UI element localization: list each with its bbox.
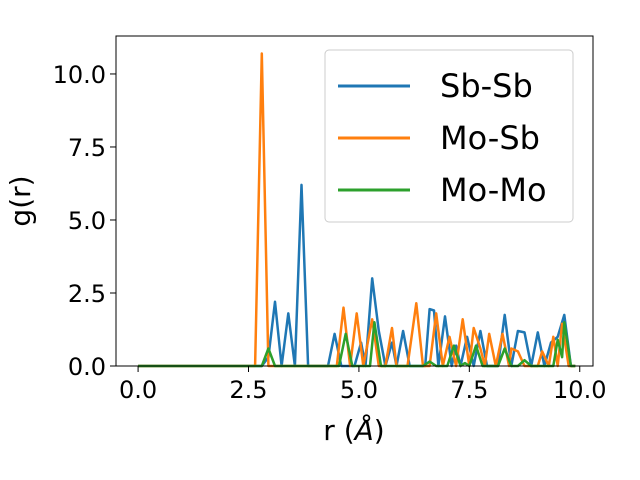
x-tick-label: 2.5 xyxy=(229,376,267,404)
legend-label-sb-sb: Sb-Sb xyxy=(440,67,533,105)
legend-label-mo-mo: Mo-Mo xyxy=(440,171,547,209)
x-axis-ticks: 0.0 2.5 5.0 7.5 10.0 xyxy=(119,366,606,404)
legend: Sb-Sb Mo-Sb Mo-Mo xyxy=(324,49,574,223)
x-axis-label: r (Å) xyxy=(323,413,384,447)
y-axis-label: g(r) xyxy=(4,175,37,226)
legend-box xyxy=(324,49,574,223)
series-line-sb-sb xyxy=(138,183,576,368)
legend-label-mo-sb: Mo-Sb xyxy=(440,119,540,157)
y-tick-label: 2.5 xyxy=(68,280,106,308)
y-tick-label: 7.5 xyxy=(68,134,106,162)
plot-frame xyxy=(115,35,594,367)
x-tick-label: 10.0 xyxy=(553,376,606,404)
y-tick-label: 0.0 xyxy=(68,353,106,381)
y-tick-label: 10.0 xyxy=(53,61,106,89)
x-tick-label: 7.5 xyxy=(450,376,488,404)
x-tick-label: 0.0 xyxy=(119,376,157,404)
y-tick-label: 5.0 xyxy=(68,207,106,235)
y-axis-ticks: 0.0 2.5 5.0 7.5 10.0 xyxy=(53,61,116,381)
x-tick-label: 5.0 xyxy=(340,376,378,404)
